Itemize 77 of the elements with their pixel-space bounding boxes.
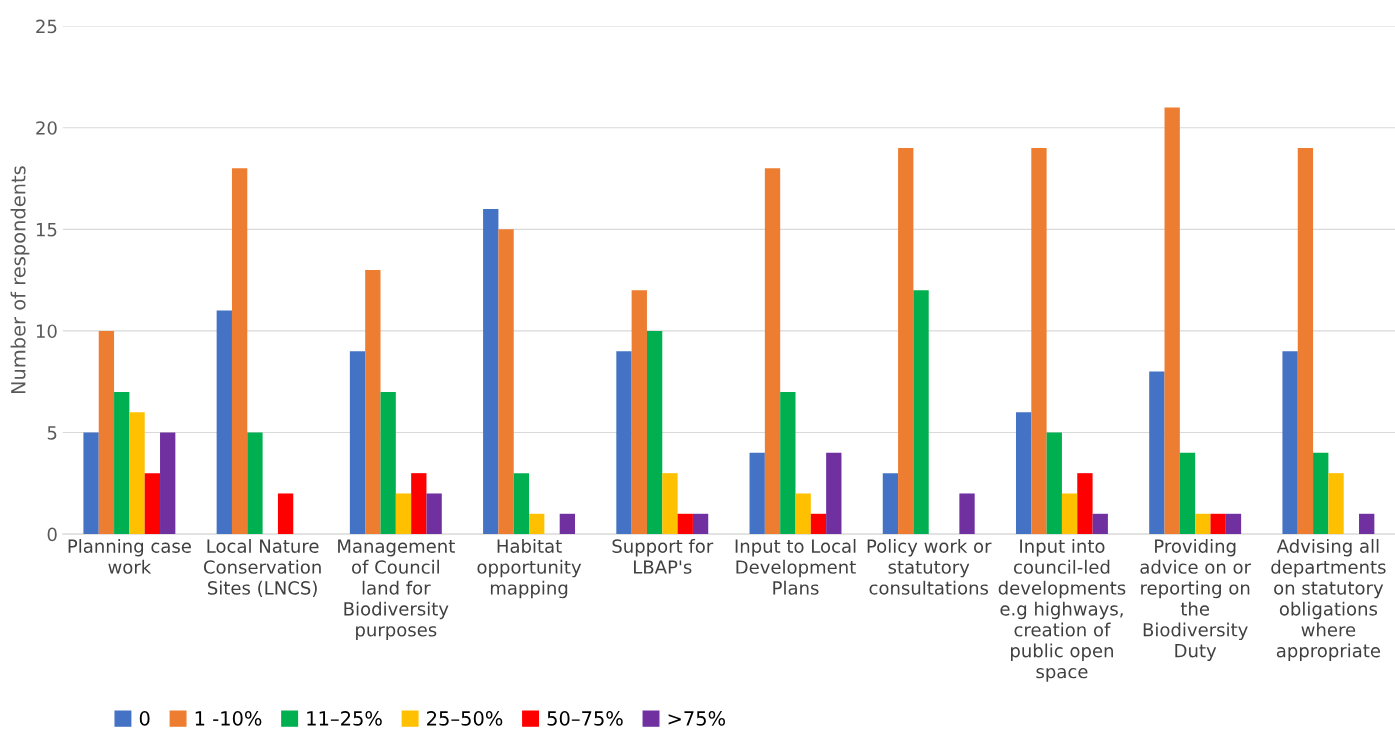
- bar: [882, 473, 899, 535]
- y-tick-label: 0: [47, 527, 57, 542]
- bar: [1077, 473, 1093, 535]
- bar: [826, 452, 842, 535]
- bar: [529, 513, 545, 535]
- bar: [83, 432, 99, 535]
- bar: [1297, 148, 1314, 535]
- legend-label: 50–75%: [547, 711, 623, 726]
- x-tick-label: Habitat opportunity mapping: [477, 538, 582, 599]
- bar: [1092, 513, 1108, 535]
- bar: [631, 290, 647, 535]
- legend-label: 25–50%: [427, 711, 503, 726]
- bar: [1046, 432, 1062, 535]
- bar: [1061, 493, 1078, 535]
- bar: [1328, 473, 1344, 535]
- bar: [1015, 412, 1032, 535]
- bar: [483, 209, 499, 535]
- bar: [1195, 513, 1211, 535]
- y-tick-label: 10: [36, 324, 57, 339]
- bar: [692, 513, 709, 535]
- x-tick-label: Policy work or statutory consultations: [867, 538, 992, 595]
- bar: [160, 432, 176, 535]
- bar: [810, 513, 827, 535]
- bar: [216, 310, 232, 535]
- bar: [426, 493, 442, 535]
- bar: [749, 452, 765, 535]
- bar: [1179, 452, 1196, 535]
- legend-label: 11–25%: [307, 711, 382, 726]
- bar: [559, 513, 576, 535]
- bar: [795, 493, 811, 535]
- bar: [913, 290, 929, 535]
- bar: [1149, 371, 1165, 535]
- bar: [98, 330, 115, 535]
- bar: [129, 412, 145, 535]
- bar: [764, 168, 781, 535]
- bar: [616, 351, 632, 535]
- x-tick-label: Input into council-led developments e.g highways, creation of public open space: [998, 538, 1126, 682]
- bar: [380, 391, 396, 535]
- bar: [662, 473, 678, 535]
- bar: [498, 229, 514, 535]
- bar: [1359, 513, 1375, 535]
- bar: [1210, 513, 1226, 535]
- x-tick-label: Management of Council land for Biodiversity purposes: [338, 539, 455, 641]
- bar: [1031, 148, 1047, 535]
- bar: [646, 330, 663, 535]
- bar: [1282, 351, 1298, 535]
- x-tick-label: Advising all departments on statutory obligations where appropriate: [1271, 538, 1386, 661]
- bar: [898, 148, 914, 535]
- bar: [677, 513, 693, 535]
- x-tick-label: Input to Local Development Plans: [735, 538, 856, 595]
- bar: [411, 473, 427, 535]
- bar: [780, 391, 796, 535]
- bar: [114, 391, 130, 535]
- x-tick-label: Planning case work: [68, 538, 191, 574]
- bar: [231, 168, 248, 535]
- legend-label: 0: [139, 711, 150, 726]
- bar: [365, 269, 381, 535]
- x-tick-label: Local Nature Conservation Sites (LNCS): [203, 538, 321, 597]
- bar: [349, 351, 366, 535]
- y-tick-label: 25: [36, 19, 57, 34]
- y-axis-title: Number of respondents: [10, 166, 30, 394]
- x-tick-label: Support for LBAP's: [612, 538, 714, 574]
- bar: [144, 473, 161, 535]
- y-tick-label: 15: [36, 223, 57, 237]
- x-tick-label: Providing advice on or reporting on the Biodiversity Duty: [1140, 538, 1252, 661]
- y-tick-label: 5: [47, 426, 57, 440]
- bar: [513, 473, 530, 535]
- bar: [277, 493, 294, 535]
- bar: [1164, 107, 1180, 535]
- bar: [1225, 513, 1242, 535]
- bar: [395, 493, 412, 535]
- bar: [1313, 452, 1329, 535]
- bar: [959, 493, 975, 535]
- legend-label: 1 -10%: [195, 711, 262, 726]
- y-tick-label: 20: [36, 121, 57, 135]
- legend-label: >75%: [668, 711, 726, 726]
- bar: [247, 432, 263, 535]
